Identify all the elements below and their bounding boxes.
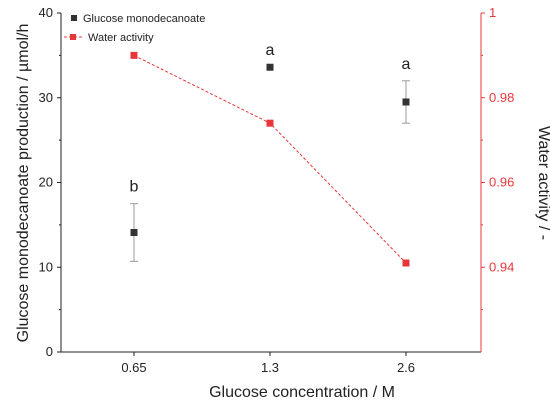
legend-label-water-activity: Water activity xyxy=(88,32,154,44)
left-y-tick-label: 30 xyxy=(39,90,53,105)
glucose-monodecanoate-point xyxy=(130,229,138,237)
x-tick-label: 0.65 xyxy=(121,360,146,375)
left-y-tick-label: 10 xyxy=(39,259,53,274)
x-tick-label: 2.6 xyxy=(397,360,415,375)
water-activity-point xyxy=(130,51,138,59)
glucose-monodecanoate-point xyxy=(266,63,274,71)
significance-label: b xyxy=(130,179,139,196)
right-y-axis-title: Water activity / - xyxy=(535,126,550,240)
left-y-axis-title: Glucose monodecanoate production / µmol/… xyxy=(15,24,32,343)
right-y-tick-label: 0.94 xyxy=(489,259,514,274)
axes: 0 10 20 30 40 0.94 0.96 0.98 1 0.65 1.3 2.6 xyxy=(39,5,515,375)
water-activity-point xyxy=(266,119,274,127)
water-activity-point xyxy=(402,259,410,267)
significance-label: a xyxy=(402,56,411,73)
legend-marker-glucose-monodecanoate xyxy=(71,15,77,21)
x-tick-label: 1.3 xyxy=(261,360,279,375)
x-axis-title: Glucose concentration / M xyxy=(209,384,395,401)
left-y-tick-label: 40 xyxy=(39,5,53,20)
left-y-tick-label: 0 xyxy=(46,344,53,359)
legend-label-glucose-monodecanoate: Glucose monodecanoate xyxy=(83,13,205,25)
right-y-tick-label: 0.98 xyxy=(489,90,514,105)
right-y-tick-label: 0.96 xyxy=(489,175,514,190)
water-activity-line xyxy=(133,54,407,264)
legend: Glucose monodecanoate Water activity xyxy=(64,13,205,44)
left-y-tick-label: 20 xyxy=(39,175,53,190)
marks: b a a xyxy=(130,42,411,267)
significance-label: a xyxy=(266,42,275,59)
glucose-monodecanoate-point xyxy=(402,98,410,106)
right-y-tick-label: 1 xyxy=(489,5,496,20)
legend-marker-water-activity xyxy=(70,34,76,40)
